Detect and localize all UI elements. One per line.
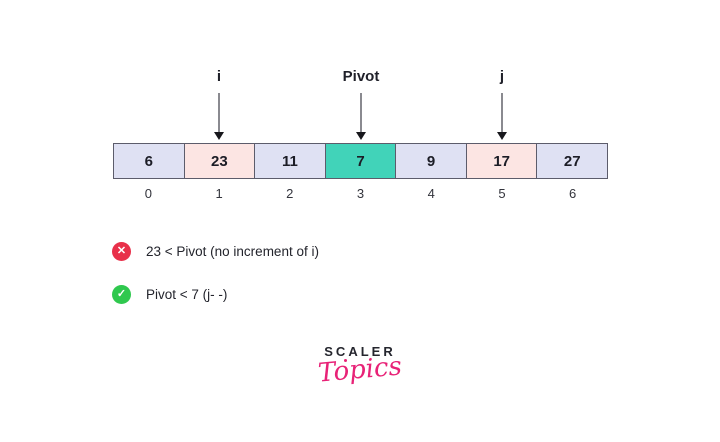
annotation-text: 23 < Pivot (no increment of i) [146, 244, 319, 259]
check-circle-icon: ✓ [112, 285, 131, 304]
annotation-text: Pivot < 7 (j- -) [146, 287, 228, 302]
pointer-j-label: j [499, 68, 505, 85]
array-cell-2: 11 [255, 144, 326, 178]
array-cell-6: 27 [537, 144, 608, 178]
array-cell-3-pivot: 7 [325, 144, 397, 178]
cross-circle-icon: ✕ [112, 242, 131, 261]
index-label-2: 2 [286, 186, 294, 201]
pointer-pivot-label: Pivot [342, 68, 380, 85]
index-label-4: 4 [427, 186, 435, 201]
annotation-decrement-j: ✓ Pivot < 7 (j- -) [112, 285, 319, 304]
scaler-topics-logo: SCALER Topics [300, 344, 420, 389]
down-arrow-icon [497, 93, 507, 140]
pointer-i: i [189, 68, 249, 140]
down-arrow-icon [356, 93, 366, 140]
pointer-i-label: i [216, 68, 222, 85]
index-label-1: 1 [215, 186, 223, 201]
logo-brand-text: SCALER [324, 344, 396, 359]
index-label-6: 6 [569, 186, 577, 201]
down-arrow-icon [214, 93, 224, 140]
pointer-pivot: Pivot [331, 68, 391, 140]
array-cell-0: 6 [114, 144, 185, 178]
index-label-3: 3 [356, 186, 365, 201]
array-cell-5: 17 [466, 144, 538, 178]
index-row: 0 1 2 3 4 5 6 [113, 186, 608, 201]
logo-dot [344, 359, 347, 362]
annotation-no-increment: ✕ 23 < Pivot (no increment of i) [112, 242, 319, 261]
index-label-5: 5 [498, 186, 506, 201]
pointer-j: j [472, 68, 532, 140]
array-cell-4: 9 [396, 144, 467, 178]
array: 6 23 11 7 9 17 27 [113, 143, 608, 179]
index-label-0: 0 [144, 186, 152, 201]
array-cell-1: 23 [184, 144, 256, 178]
annotations: ✕ 23 < Pivot (no increment of i) ✓ Pivot… [112, 242, 319, 304]
